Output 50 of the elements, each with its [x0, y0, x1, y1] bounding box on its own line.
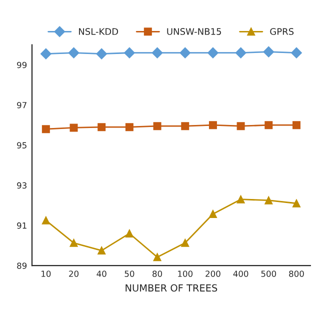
point — [153, 122, 162, 130]
x-tick-label: 40 — [96, 270, 106, 277]
point — [292, 121, 300, 130]
point — [98, 123, 106, 132]
legend-label: UNSW-NB15 — [167, 28, 221, 35]
x-tick-label: 80 — [152, 270, 162, 277]
y-tick-label: 95 — [17, 142, 26, 148]
x-tick-label: 50 — [124, 270, 134, 277]
legend-label: NSL-KDD — [79, 28, 118, 35]
point — [125, 229, 134, 238]
point — [153, 253, 162, 262]
point — [180, 47, 191, 58]
y-tick-label: 89 — [17, 262, 27, 269]
point — [68, 47, 80, 58]
point — [98, 246, 106, 255]
x-tick-label: 100 — [178, 270, 193, 277]
x-tick-label: 400 — [233, 270, 248, 277]
x-tick-label: 800 — [289, 270, 304, 277]
x-axis-title: NUMBER OF TREES — [126, 284, 218, 292]
point — [236, 122, 245, 130]
point — [264, 196, 273, 204]
point — [235, 47, 246, 58]
point — [125, 123, 134, 132]
point — [264, 121, 273, 130]
point — [236, 195, 245, 204]
point — [70, 238, 78, 247]
point — [40, 48, 52, 60]
point — [124, 47, 135, 58]
y-tick-label: 91 — [17, 222, 26, 229]
point — [42, 216, 50, 224]
point — [208, 47, 218, 58]
x-tick-label: 10 — [42, 270, 51, 277]
point — [181, 122, 190, 130]
x-tick-label: 500 — [261, 270, 276, 277]
point — [208, 121, 217, 130]
point — [70, 124, 78, 132]
x-tick-label: 20 — [69, 270, 79, 277]
point — [292, 199, 300, 208]
point — [181, 238, 190, 247]
point — [96, 48, 108, 60]
y-tick-label: 97 — [17, 102, 26, 108]
point — [42, 125, 50, 134]
y-tick-label: 93 — [17, 182, 26, 189]
point — [263, 46, 274, 58]
legend-label: GPRS — [270, 28, 294, 35]
point — [291, 47, 302, 58]
y-tick-label: 99 — [17, 62, 27, 68]
x-tick-label: 200 — [206, 270, 220, 277]
point — [152, 47, 163, 58]
point — [208, 210, 217, 218]
